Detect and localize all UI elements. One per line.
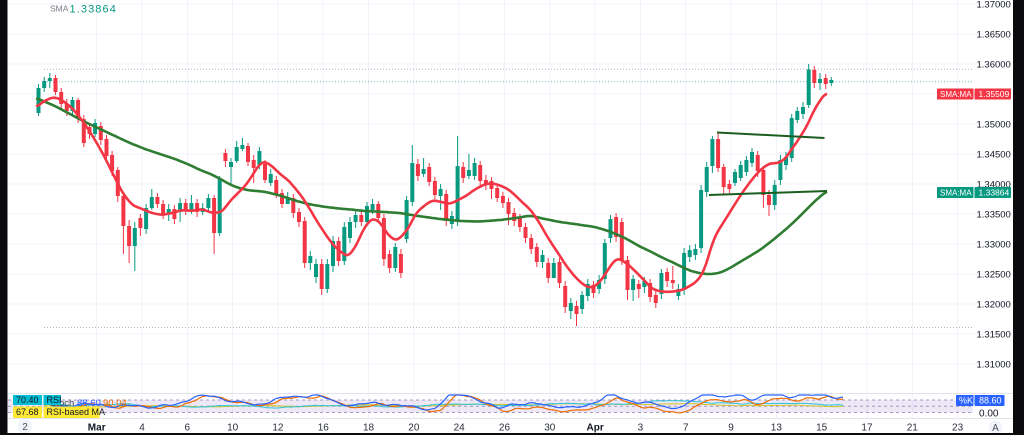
svg-text:21: 21 xyxy=(907,423,919,434)
svg-text:SMA: SMA xyxy=(50,4,69,14)
svg-text:1.34500: 1.34500 xyxy=(977,150,1011,161)
svg-text:9: 9 xyxy=(728,423,734,434)
svg-text:%K: %K xyxy=(959,395,973,405)
svg-text:Stoch: Stoch xyxy=(50,398,74,409)
svg-text:1.34000: 1.34000 xyxy=(977,180,1011,191)
svg-text:18: 18 xyxy=(363,423,375,434)
svg-text:1.36500: 1.36500 xyxy=(977,30,1011,41)
svg-text:1.33500: 1.33500 xyxy=(977,210,1011,221)
svg-text:2: 2 xyxy=(22,422,28,433)
svg-text:1.33864: 1.33864 xyxy=(979,188,1010,198)
svg-text:1.33000: 1.33000 xyxy=(977,240,1011,251)
svg-text:16: 16 xyxy=(318,423,330,434)
svg-text:70.40: 70.40 xyxy=(16,395,39,405)
svg-text:13: 13 xyxy=(771,423,783,434)
svg-text:RSI-based MA: RSI-based MA xyxy=(47,407,106,417)
svg-text:26: 26 xyxy=(499,423,511,434)
svg-text:A: A xyxy=(992,423,999,434)
svg-text:90.04: 90.04 xyxy=(103,398,127,409)
svg-text:20: 20 xyxy=(408,423,420,434)
svg-text:7: 7 xyxy=(683,423,689,434)
svg-text:1.32000: 1.32000 xyxy=(977,300,1011,311)
svg-text:3: 3 xyxy=(638,423,644,434)
svg-text:15: 15 xyxy=(816,423,828,434)
svg-text:88.60: 88.60 xyxy=(77,398,101,409)
svg-text:RSI: RSI xyxy=(47,395,62,405)
svg-text:SMA:MA: SMA:MA xyxy=(940,189,972,198)
svg-text:30: 30 xyxy=(544,423,556,434)
svg-text:1.31000: 1.31000 xyxy=(977,360,1011,371)
svg-text:12: 12 xyxy=(272,423,284,434)
svg-text:23: 23 xyxy=(952,423,964,434)
svg-text:6: 6 xyxy=(185,423,191,434)
svg-text:1.35000: 1.35000 xyxy=(977,120,1011,131)
svg-text:0.00: 0.00 xyxy=(979,409,999,420)
svg-text:17: 17 xyxy=(861,423,873,434)
svg-text:Apr: Apr xyxy=(586,423,603,434)
svg-text:1.33864: 1.33864 xyxy=(70,4,117,16)
svg-text:1.36000: 1.36000 xyxy=(977,60,1011,71)
svg-text:4: 4 xyxy=(139,423,145,434)
svg-text:1.35509: 1.35509 xyxy=(979,89,1010,99)
svg-text:1.37000: 1.37000 xyxy=(977,0,1011,11)
svg-text:1.32500: 1.32500 xyxy=(977,270,1011,281)
svg-text:Mar: Mar xyxy=(88,423,106,434)
svg-text:10: 10 xyxy=(227,423,239,434)
svg-text:24: 24 xyxy=(454,423,466,434)
svg-text:1.31500: 1.31500 xyxy=(977,330,1011,341)
svg-text:88.60: 88.60 xyxy=(979,395,1002,405)
svg-text:SMA:MA: SMA:MA xyxy=(940,90,972,99)
svg-text:67.68: 67.68 xyxy=(16,407,39,417)
